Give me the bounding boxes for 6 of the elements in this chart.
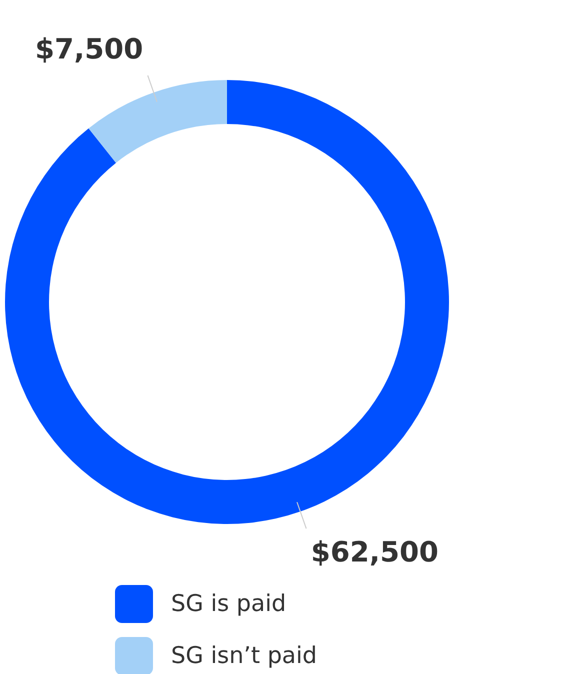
legend-label: SG isn’t paid bbox=[171, 643, 318, 669]
donut-slice bbox=[88, 80, 227, 163]
data-label: $7,500 bbox=[35, 32, 144, 66]
data-label: $62,500 bbox=[310, 536, 438, 569]
legend-label: SG is paid bbox=[171, 591, 286, 617]
donut-slice bbox=[5, 80, 449, 524]
